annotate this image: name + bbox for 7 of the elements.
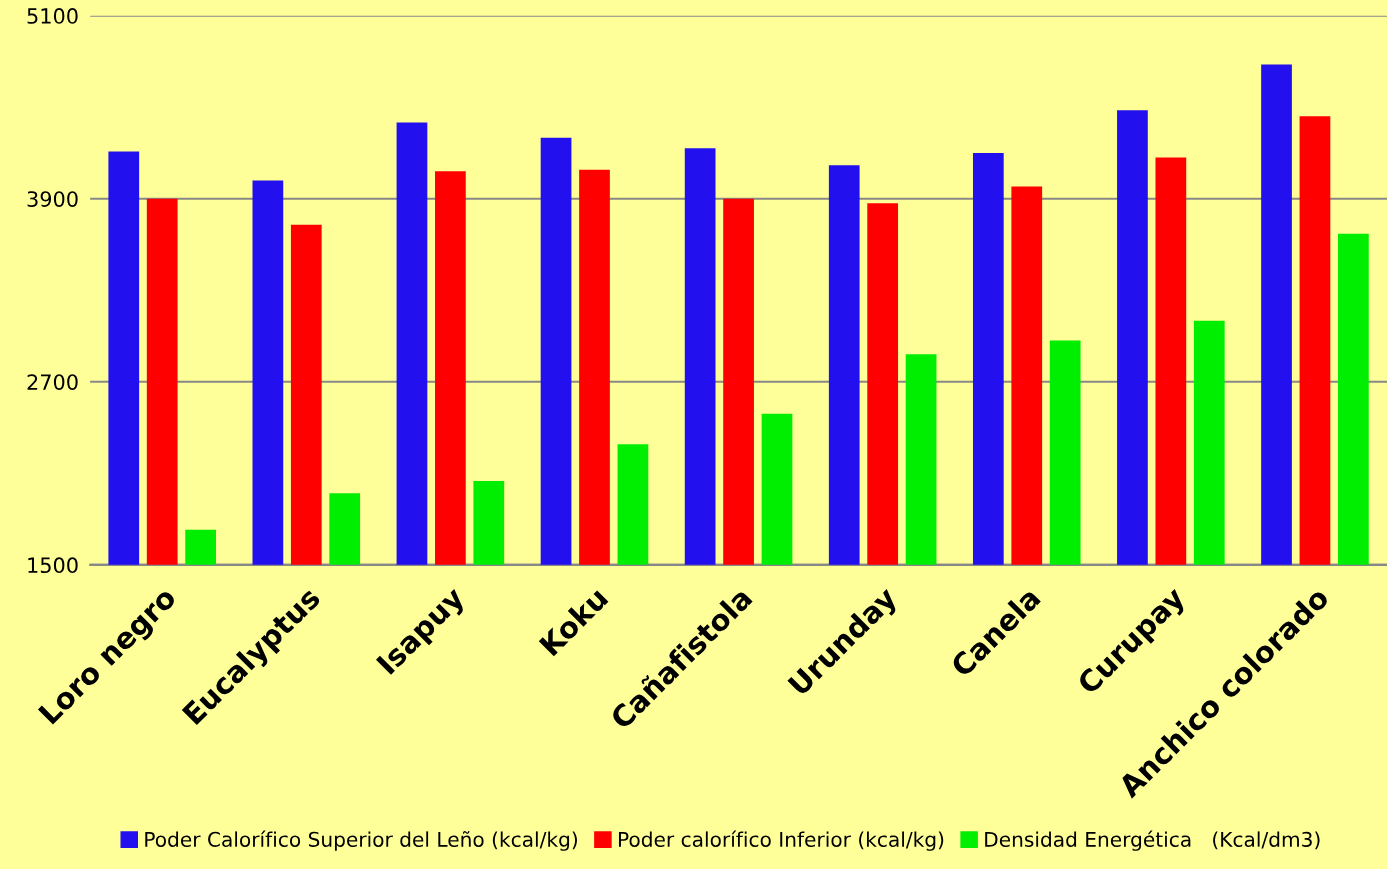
legend-label: Poder calorífico Inferior (kcal/kg) [618,830,944,851]
y-tick-label: 5100 [27,8,78,24]
y-tick-label: 3900 [27,191,78,207]
y-tick-label: 2700 [27,374,78,390]
legend-label: Densidad Energética (Kcal/dm3) [985,830,1320,851]
legend-label: Poder Calorífico Superior del Leño (kcal/kg) [145,830,577,851]
y-tick-label: 1500 [28,557,78,574]
